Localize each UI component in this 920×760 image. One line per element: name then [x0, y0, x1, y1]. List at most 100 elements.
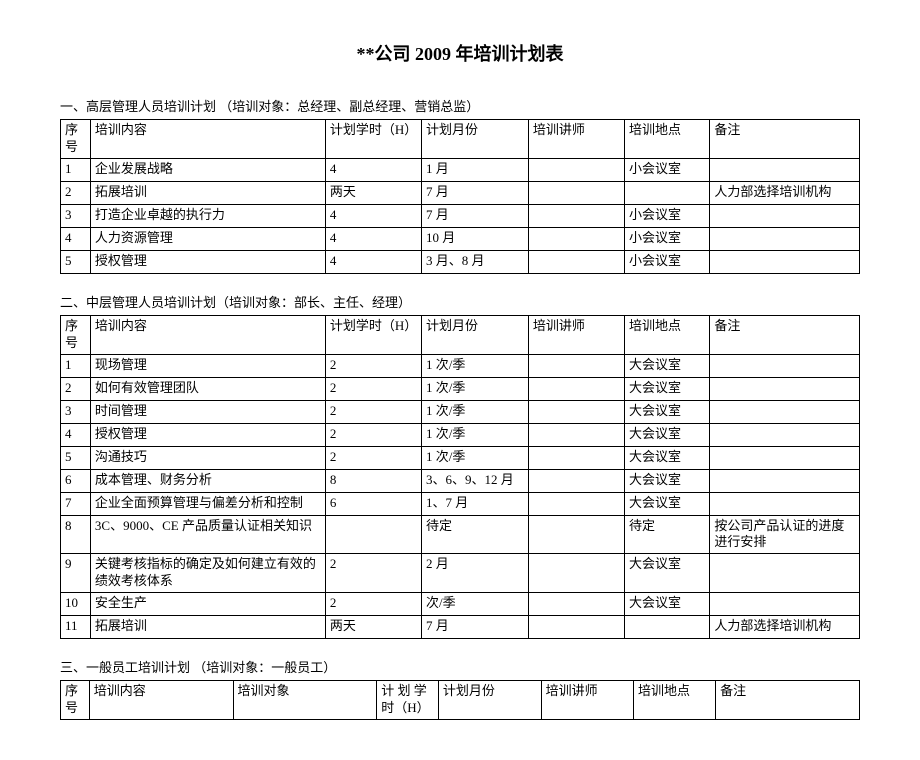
table-cell: 10: [61, 593, 91, 616]
table-row: 5沟通技巧21 次/季大会议室: [61, 446, 860, 469]
table-cell: [528, 515, 624, 554]
table-cell: 小会议室: [624, 227, 709, 250]
table-cell: 1 次/季: [422, 377, 529, 400]
table-cell: 人力部选择培训机构: [710, 181, 860, 204]
table-row: 1企业发展战略41 月小会议室: [61, 158, 860, 181]
table-cell: [528, 377, 624, 400]
table-row: 6成本管理、财务分析83、6、9、12 月大会议室: [61, 469, 860, 492]
table-cell: [710, 158, 860, 181]
table-cell: 小会议室: [624, 250, 709, 273]
table-row: 2拓展培训两天7 月人力部选择培训机构: [61, 181, 860, 204]
table-cell: 4: [325, 250, 421, 273]
page-title: **公司 2009 年培训计划表: [60, 40, 860, 66]
table-cell: [710, 554, 860, 593]
table-cell: 7: [61, 492, 91, 515]
table-cell: [528, 616, 624, 639]
section1-header: 一、高层管理人员培训计划 （培训对象：总经理、副总经理、营销总监）: [60, 96, 860, 115]
table-cell: [710, 423, 860, 446]
table-cell: 3、6、9、12 月: [422, 469, 529, 492]
table-cell: 小会议室: [624, 158, 709, 181]
table-cell: 现场管理: [90, 354, 325, 377]
table-cell: 成本管理、财务分析: [90, 469, 325, 492]
col-header: 计 划 学 时（H）: [377, 681, 439, 720]
table-cell: [528, 181, 624, 204]
table-cell: 7 月: [422, 181, 529, 204]
table-cell: [710, 400, 860, 423]
col-header: 计划月份: [422, 315, 529, 354]
table-header-row: 序号 培训内容 计划学时（H） 计划月份 培训讲师 培训地点 备注: [61, 120, 860, 159]
col-header: 培训内容: [89, 681, 233, 720]
table-cell: [528, 354, 624, 377]
table-cell: [528, 227, 624, 250]
table-cell: [710, 227, 860, 250]
table-cell: [710, 593, 860, 616]
table-cell: 4: [61, 423, 91, 446]
col-header: 培训内容: [90, 315, 325, 354]
table-cell: 大会议室: [624, 400, 709, 423]
table-cell: 大会议室: [624, 354, 709, 377]
table-cell: 大会议室: [624, 423, 709, 446]
table-cell: 2: [61, 181, 91, 204]
table-cell: [710, 446, 860, 469]
table-cell: [528, 204, 624, 227]
col-header: 备注: [710, 315, 860, 354]
table-cell: 拓展培训: [90, 616, 325, 639]
table-cell: [710, 377, 860, 400]
table-cell: 如何有效管理团队: [90, 377, 325, 400]
table-cell: 待定: [624, 515, 709, 554]
table-cell: 两天: [325, 616, 421, 639]
table-cell: 授权管理: [90, 250, 325, 273]
table-cell: 1: [61, 354, 91, 377]
table-cell: 时间管理: [90, 400, 325, 423]
col-header: 序号: [61, 315, 91, 354]
table-cell: 企业发展战略: [90, 158, 325, 181]
table-cell: [624, 181, 709, 204]
section2-table: 序号 培训内容 计划学时（H） 计划月份 培训讲师 培训地点 备注 1现场管理2…: [60, 315, 860, 639]
table-cell: 4: [61, 227, 91, 250]
col-header: 计划学时（H）: [325, 120, 421, 159]
table-cell: 10 月: [422, 227, 529, 250]
table-row: 4人力资源管理410 月小会议室: [61, 227, 860, 250]
table-cell: [528, 593, 624, 616]
col-header: 序号: [61, 120, 91, 159]
table-row: 11拓展培训两天7 月人力部选择培训机构: [61, 616, 860, 639]
table-cell: 1 次/季: [422, 446, 529, 469]
table-cell: [528, 469, 624, 492]
table-cell: [710, 354, 860, 377]
table-cell: 4: [325, 158, 421, 181]
table-cell: [528, 423, 624, 446]
table-cell: [710, 492, 860, 515]
table-cell: 4: [325, 204, 421, 227]
col-header: 计划月份: [438, 681, 541, 720]
table-cell: [528, 492, 624, 515]
table-cell: 拓展培训: [90, 181, 325, 204]
col-header: 序号: [61, 681, 90, 720]
table-cell: 1 月: [422, 158, 529, 181]
table-cell: 5: [61, 250, 91, 273]
table-cell: 安全生产: [90, 593, 325, 616]
table-cell: [528, 446, 624, 469]
table-cell: 小会议室: [624, 204, 709, 227]
table-cell: [624, 616, 709, 639]
table-cell: 1 次/季: [422, 400, 529, 423]
table-cell: 次/季: [422, 593, 529, 616]
table-cell: 3C、9000、CE 产品质量认证相关知识: [90, 515, 325, 554]
table-cell: [528, 554, 624, 593]
section2-header: 二、中层管理人员培训计划（培训对象：部长、主任、经理）: [60, 292, 860, 311]
table-cell: 3: [61, 400, 91, 423]
table-row: 9关键考核指标的确定及如何建立有效的绩效考核体系22 月大会议室: [61, 554, 860, 593]
section3-header: 三、一般员工培训计划 （培训对象：一般员工）: [60, 657, 860, 676]
table-cell: 7 月: [422, 204, 529, 227]
table-cell: 3: [61, 204, 91, 227]
table-cell: 2: [325, 593, 421, 616]
table-cell: 大会议室: [624, 593, 709, 616]
table-cell: 大会议室: [624, 446, 709, 469]
table-cell: 2: [61, 377, 91, 400]
col-header: 培训地点: [634, 681, 716, 720]
table-cell: [528, 250, 624, 273]
table-cell: 5: [61, 446, 91, 469]
table-cell: 大会议室: [624, 377, 709, 400]
table-row: 10安全生产2次/季 大会议室: [61, 593, 860, 616]
table-cell: 11: [61, 616, 91, 639]
table-cell: 2: [325, 377, 421, 400]
